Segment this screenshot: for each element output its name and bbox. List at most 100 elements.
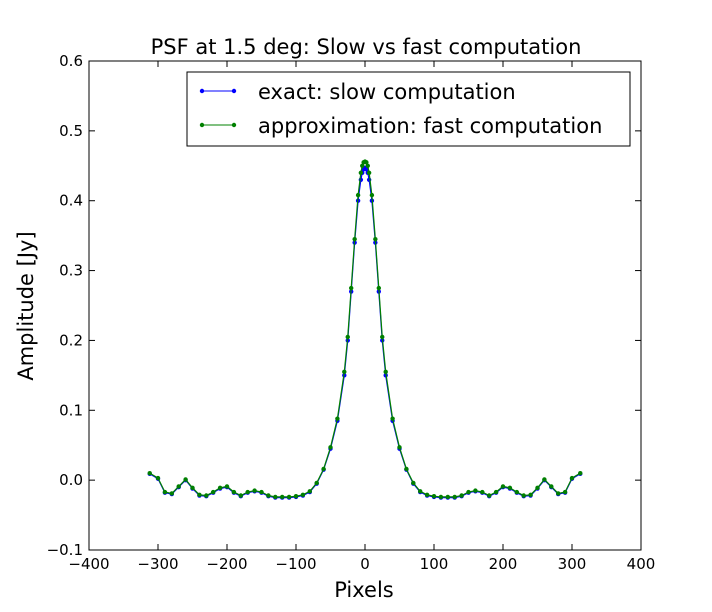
series-1-point <box>487 493 492 498</box>
x-tick-label: 200 <box>489 555 518 573</box>
x-axis-title: Pixels <box>334 578 394 602</box>
legend-label-approx: approximation: fast computation <box>258 114 602 138</box>
series-1-point <box>431 494 437 499</box>
series-1-point <box>411 480 416 486</box>
series-1-point <box>376 285 381 291</box>
y-tick-label: 0.0 <box>59 471 83 489</box>
series-1-point <box>280 494 285 500</box>
series-1-point <box>390 416 395 421</box>
series-1-point <box>562 489 568 495</box>
series-1-point <box>328 445 333 450</box>
series-1-point <box>293 494 299 499</box>
series-1-point <box>366 170 372 175</box>
series-1-point <box>183 477 188 482</box>
series-1-point <box>176 484 181 489</box>
series-1-point <box>556 491 561 496</box>
series-1-point <box>286 494 292 500</box>
legend: exact: slow computation approximation: f… <box>186 71 631 147</box>
series-1-point <box>266 493 271 498</box>
y-tick-label: 0.3 <box>59 262 83 280</box>
y-tick-label: −0.1 <box>47 541 83 559</box>
series-1-point <box>245 489 250 495</box>
series-1-point <box>197 492 202 498</box>
series-1-point <box>397 445 402 450</box>
legend-box <box>186 71 631 147</box>
series-1-point <box>360 163 365 168</box>
series-1-point <box>204 493 209 498</box>
y-tick-label: 0.2 <box>59 331 83 349</box>
series-1-point <box>373 236 378 242</box>
x-tick-label: 300 <box>558 555 587 573</box>
series-1-point <box>493 489 499 495</box>
x-tick-label: −300 <box>137 555 178 573</box>
series-1-point <box>345 334 350 340</box>
chart-title: PSF at 1.5 deg: Slow vs fast computation <box>151 35 582 59</box>
series-1-point <box>352 236 357 242</box>
y-tick-label: 0.6 <box>59 52 83 70</box>
series-1-point <box>507 485 513 491</box>
series-1-point <box>342 369 347 375</box>
series-1-point <box>480 489 485 495</box>
series-1-point <box>549 484 554 489</box>
series-1-point <box>473 488 478 493</box>
series-1-point <box>418 489 423 494</box>
x-tick-label: −400 <box>68 555 109 573</box>
series-1-point <box>452 494 457 500</box>
series-1-point <box>224 484 230 489</box>
series-1-point <box>528 492 533 498</box>
series-1-point <box>424 492 430 498</box>
x-axis: −400 −300 −200 −100 0 100 200 300 400 <box>68 61 655 573</box>
series-0-point <box>364 167 369 172</box>
series-1-point <box>569 475 575 481</box>
series-1-point <box>231 489 237 495</box>
series-1-point <box>314 480 319 486</box>
series-1-point <box>500 484 506 489</box>
series-1-point <box>438 494 444 500</box>
series-1-point <box>521 493 526 498</box>
x-tick-label: 100 <box>420 555 449 573</box>
series-1-point <box>369 192 375 198</box>
series-1-point <box>307 489 312 494</box>
x-tick-label: 0 <box>360 555 370 573</box>
series-1-point <box>217 485 223 491</box>
series-1-point <box>252 488 257 493</box>
series-1-point <box>238 493 243 498</box>
x-tick-label: −100 <box>275 555 316 573</box>
series-1-point <box>211 489 216 495</box>
series-1-point <box>459 493 464 498</box>
y-tick-label: 0.5 <box>59 122 83 140</box>
series-1-point <box>404 466 409 472</box>
series-1-point <box>542 477 547 482</box>
legend-marker-approx-right <box>231 122 237 128</box>
series-1-point <box>169 491 174 496</box>
series-1-point <box>335 416 340 421</box>
series-1-point <box>259 489 264 495</box>
series-1-point <box>155 475 161 481</box>
legend-marker-exact-left <box>199 88 205 94</box>
x-tick-label: 400 <box>627 555 656 573</box>
y-axis: −0.1 0.0 0.1 0.2 0.3 0.4 0.5 0.6 <box>47 52 641 559</box>
series-1-point <box>466 489 471 495</box>
series-1-point <box>273 494 278 500</box>
series-1-point <box>162 489 168 495</box>
series-1-point <box>535 485 540 491</box>
series-1-point <box>321 466 326 472</box>
y-tick-label: 0.4 <box>59 192 83 210</box>
series-1-point <box>383 369 388 375</box>
legend-label-exact: exact: slow computation <box>258 80 516 104</box>
legend-marker-exact-right <box>231 88 237 94</box>
series-1-point <box>365 163 370 168</box>
series-1-point <box>147 470 152 476</box>
y-tick-label: 0.1 <box>59 401 83 419</box>
legend-marker-approx-left <box>199 122 205 128</box>
series-1-point <box>358 170 364 175</box>
series-1-point <box>380 334 385 340</box>
x-tick-label: −200 <box>206 555 247 573</box>
series-1-point <box>355 192 361 198</box>
series-1-point <box>190 485 195 491</box>
series-1-point <box>445 494 450 500</box>
series-1-point <box>349 285 354 291</box>
series-1-point <box>578 470 583 476</box>
series-layer <box>147 159 583 500</box>
